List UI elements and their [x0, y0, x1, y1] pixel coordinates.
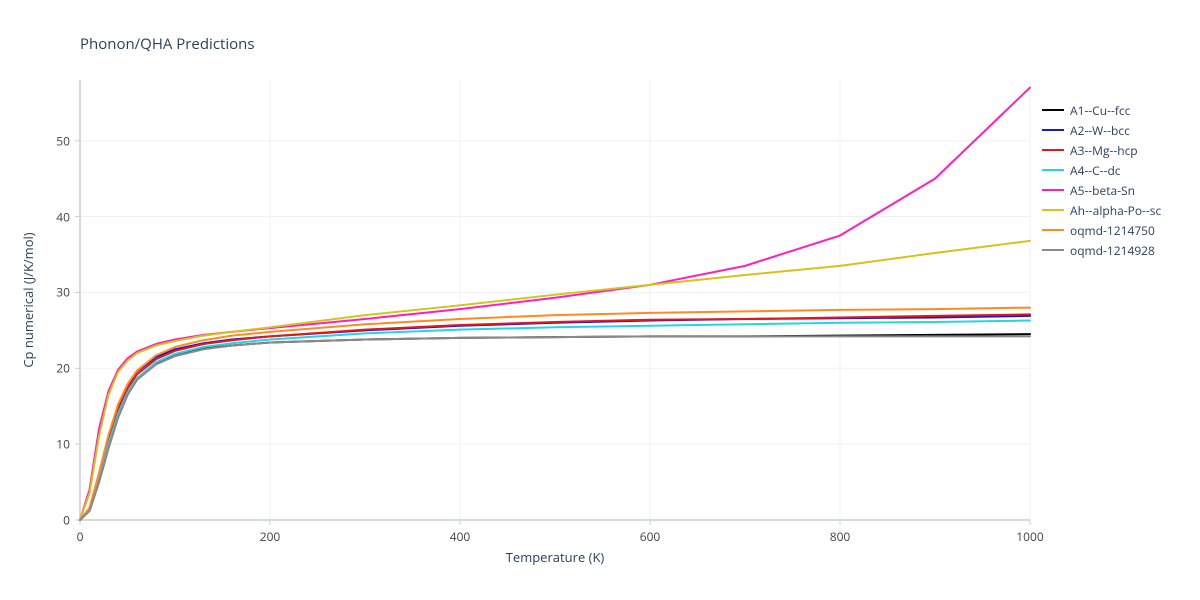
legend-item[interactable]: A2--W--bcc	[1042, 120, 1161, 140]
legend-label: A5--beta-Sn	[1070, 182, 1135, 199]
y-tick-label: 20	[56, 360, 70, 377]
y-tick-label: 0	[63, 512, 70, 529]
x-tick-label: 800	[830, 528, 851, 545]
legend-label: A2--W--bcc	[1070, 122, 1130, 139]
x-tick-label: 0	[77, 528, 84, 545]
x-tick-label: 1000	[1016, 528, 1043, 545]
legend-item[interactable]: oqmd-1214750	[1042, 220, 1161, 240]
legend-swatch	[1042, 189, 1064, 191]
legend-swatch	[1042, 209, 1064, 211]
legend-swatch	[1042, 149, 1064, 151]
plot-area	[80, 80, 1030, 520]
legend-swatch	[1042, 129, 1064, 131]
x-axis-label: Temperature (K)	[80, 548, 1030, 566]
legend-item[interactable]: oqmd-1214928	[1042, 240, 1161, 260]
x-tick-label: 400	[450, 528, 471, 545]
legend-item[interactable]: Ah--alpha-Po--sc	[1042, 200, 1161, 220]
legend: A1--Cu--fcc A2--W--bcc A3--Mg--hcp A4--C--d…	[1042, 100, 1161, 260]
legend-item[interactable]: A3--Mg--hcp	[1042, 140, 1161, 160]
legend-swatch	[1042, 249, 1064, 251]
legend-label: Ah--alpha-Po--sc	[1070, 202, 1161, 219]
chart-svg	[80, 80, 1030, 520]
chart-title: Phonon/QHA Predictions	[80, 34, 255, 54]
y-tick-label: 50	[56, 132, 70, 149]
y-tick-label: 10	[56, 436, 70, 453]
legend-label: A1--Cu--fcc	[1070, 102, 1130, 119]
x-tick-label: 600	[640, 528, 661, 545]
legend-swatch	[1042, 169, 1064, 171]
y-tick-label: 40	[56, 208, 70, 225]
legend-swatch	[1042, 109, 1064, 111]
legend-item[interactable]: A5--beta-Sn	[1042, 180, 1161, 200]
y-axis-label: Cp numerical (J/K/mol)	[18, 80, 38, 520]
legend-label: A3--Mg--hcp	[1070, 142, 1138, 159]
legend-label: A4--C--dc	[1070, 162, 1121, 179]
y-tick-label: 30	[56, 284, 70, 301]
legend-label: oqmd-1214750	[1070, 222, 1155, 239]
legend-item[interactable]: A4--C--dc	[1042, 160, 1161, 180]
x-tick-label: 200	[260, 528, 281, 545]
legend-item[interactable]: A1--Cu--fcc	[1042, 100, 1161, 120]
legend-swatch	[1042, 229, 1064, 231]
legend-label: oqmd-1214928	[1070, 242, 1155, 259]
